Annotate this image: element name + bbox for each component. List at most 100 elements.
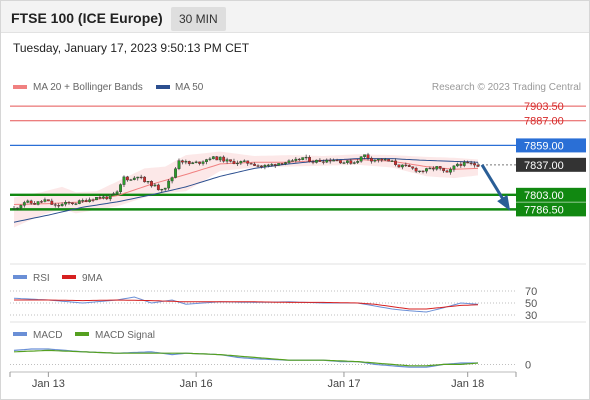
candle-body (284, 162, 287, 164)
candle-body (201, 161, 205, 164)
rsi-line (13, 296, 479, 313)
candle-body (290, 160, 294, 162)
candle-body (115, 191, 119, 194)
rsi9ma-legend-label: 9MA (82, 273, 103, 284)
rsi-9ma-line (14, 299, 479, 310)
level-label-7903.50: 7903.50 (524, 101, 564, 113)
candle-body (50, 200, 54, 205)
candle-body (473, 163, 476, 166)
candle-body (222, 156, 226, 162)
candle-body (153, 184, 157, 187)
macd-signal-legend-label: MACD Signal (95, 330, 155, 341)
level-label-7887.00: 7887.00 (524, 116, 564, 128)
candle-body (256, 165, 260, 167)
candle-body (112, 193, 116, 195)
instrument-title: FTSE 100 (ICE Europe) (11, 10, 163, 26)
candle-body (449, 169, 452, 173)
candle-body (46, 199, 50, 202)
candle-body (22, 202, 26, 206)
candle-body (81, 200, 85, 202)
candle-body (146, 181, 150, 183)
level-label-7837.00: 7837.00 (524, 160, 564, 172)
candle-body (459, 163, 463, 166)
candle-body (225, 159, 229, 162)
candle-body (77, 200, 81, 204)
candle-body (359, 156, 363, 162)
rsi-tick-70: 70 (525, 286, 537, 298)
candle-body (67, 202, 71, 204)
candle-body (187, 161, 191, 165)
candle-body (455, 163, 459, 167)
candle-body (438, 166, 442, 169)
candle-body (91, 199, 95, 201)
candle-body (339, 160, 342, 164)
candle-body (308, 157, 311, 162)
candle-body (425, 168, 428, 172)
candle-body (129, 179, 133, 181)
bollinger-legend-label: MA 20 + Bollinger Bands (33, 82, 143, 93)
candle-body (466, 162, 470, 164)
candle-body (229, 159, 232, 162)
candle-body (363, 154, 366, 157)
candle-body (418, 170, 421, 172)
candle-body (12, 208, 16, 210)
candle-body (270, 164, 274, 166)
candle-body (191, 162, 195, 165)
candle-body (352, 162, 356, 164)
candle-body (260, 165, 263, 168)
candle-body (208, 158, 212, 160)
candle-body (435, 166, 439, 170)
timeframe-badge[interactable]: 30 MIN (171, 7, 226, 31)
candle-body (242, 160, 246, 162)
candle-body (184, 161, 188, 163)
candle-body (126, 176, 129, 181)
candle-body (181, 160, 184, 163)
candle-body (88, 199, 92, 202)
time-tick-label: Jan 13 (32, 378, 65, 390)
candle-body (236, 162, 239, 165)
candle-body (411, 166, 415, 169)
candle-body (442, 168, 446, 172)
candle-body (428, 167, 432, 170)
candle-body (215, 156, 219, 161)
candle-body (400, 164, 404, 168)
candle-body (53, 204, 57, 206)
candle-body (119, 184, 122, 193)
candle-body (356, 161, 360, 163)
macd-legend-swatch (13, 332, 27, 336)
candle-body (239, 161, 243, 164)
time-tick-label: Jan 18 (451, 378, 484, 390)
candle-body (273, 164, 277, 166)
candle-body (160, 189, 164, 191)
candle-body (280, 163, 284, 165)
rsi-tick-50: 50 (525, 298, 537, 310)
candle-body (156, 184, 160, 191)
candle-body (311, 161, 315, 163)
candle-body (335, 159, 339, 162)
candle-body (40, 201, 43, 203)
candle-body (105, 196, 109, 200)
rsi9ma-legend-swatch (62, 275, 76, 279)
candle-body (167, 180, 171, 189)
candle-body (211, 156, 215, 160)
level-label-7859.00: 7859.00 (524, 140, 564, 152)
candle-body (33, 203, 37, 205)
candle-body (84, 200, 88, 202)
candle-body (205, 159, 208, 162)
candle-body (373, 159, 377, 162)
level-tag-7786.50 (516, 202, 586, 217)
candle-body (304, 157, 308, 159)
ma50-legend-swatch (156, 85, 170, 89)
candle-body (297, 158, 301, 161)
candle-body (325, 159, 329, 163)
candle-body (177, 160, 181, 169)
candle-body (36, 201, 40, 205)
candle-body (445, 170, 449, 173)
candle-body (301, 157, 305, 160)
candle-body (60, 203, 64, 207)
candle-body (246, 160, 250, 164)
candle-body (342, 162, 346, 164)
candle-body (74, 203, 78, 205)
rsi-legend-swatch (13, 275, 27, 279)
candle-body (277, 163, 281, 166)
